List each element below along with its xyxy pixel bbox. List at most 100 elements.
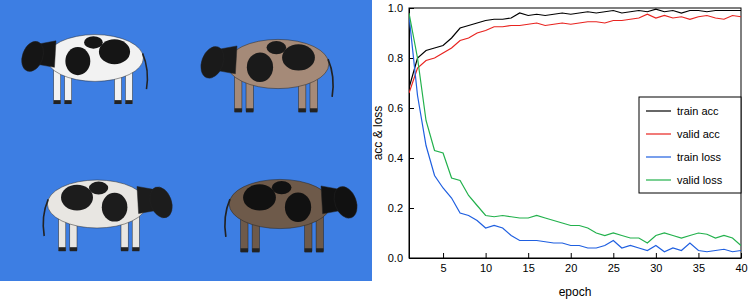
x-tick-label: 30 — [650, 262, 662, 274]
legend-label: train acc — [677, 105, 719, 117]
cow-head — [146, 184, 176, 221]
cow-hoof — [59, 247, 66, 251]
legend-swatch — [646, 110, 671, 111]
x-tick: 5 — [440, 253, 446, 274]
x-axis-line — [410, 258, 742, 259]
series-line — [409, 13, 741, 246]
x-axis-title: epoch — [559, 285, 592, 299]
x-tick: 10 — [480, 253, 492, 274]
cow — [197, 39, 333, 112]
x-tick-mark — [528, 253, 529, 258]
y-tick-label: 0.6 — [388, 102, 403, 114]
y-tick-label: 0.2 — [388, 202, 403, 214]
cow-hoof — [115, 100, 122, 104]
legend-swatch — [646, 179, 671, 180]
x-tick-label: 35 — [693, 262, 705, 274]
cow-spot — [282, 44, 315, 70]
x-tick-mark — [443, 253, 444, 258]
plot-frame — [409, 8, 741, 258]
legend-label: train loss — [677, 151, 722, 163]
cow-spot — [243, 184, 276, 210]
y-tick-label: 1.0 — [388, 2, 403, 14]
cow-tail — [328, 59, 333, 97]
cow-spot — [89, 182, 108, 195]
cow-spot — [272, 181, 292, 194]
cow-hoof — [125, 100, 132, 104]
photo-background — [0, 0, 372, 281]
y-tick-mark — [409, 108, 414, 109]
series-line — [409, 9, 741, 88]
y-tick: 0.8 — [388, 52, 414, 64]
cow-spot — [285, 193, 311, 223]
x-tick-label: 5 — [440, 262, 446, 274]
cow-tail — [225, 199, 230, 237]
chart: 5 10 15 20 25 30 35 40 0.0 0.2 0.4 0.6 0.8 1.0 epoch ac… — [371, 2, 748, 299]
legend-swatch — [646, 133, 671, 134]
cow-hoof — [310, 108, 317, 112]
cow-spot — [61, 185, 93, 211]
legend-swatch — [646, 156, 671, 157]
x-tick: 15 — [523, 253, 535, 274]
x-tick-mark — [698, 253, 699, 258]
x-tick-mark — [741, 253, 742, 258]
cow-spot — [247, 53, 273, 83]
y-axis: 0.0 0.2 0.4 0.6 0.8 1.0 — [388, 2, 414, 264]
series-line — [409, 14, 741, 93]
y-tick: 0.6 — [388, 102, 414, 114]
cow-spot — [267, 41, 287, 54]
cow-hoof — [132, 247, 139, 251]
cow-hoof — [54, 100, 61, 104]
x-tick-mark — [613, 253, 614, 258]
x-tick-mark — [486, 253, 487, 258]
cow-hoof — [235, 108, 242, 112]
x-tick-label: 20 — [565, 262, 577, 274]
y-axis-line — [409, 9, 410, 259]
cow-tail — [143, 53, 148, 89]
cow-body — [47, 180, 146, 228]
x-tick-mark — [656, 253, 657, 258]
cow-head — [197, 43, 228, 81]
y-axis-title: acc & loss — [371, 106, 385, 161]
cow-hoof — [252, 248, 259, 252]
cow-photo — [0, 0, 372, 281]
legend-label: valid acc — [677, 128, 720, 140]
cow-hoof — [316, 248, 323, 252]
cow-hoof — [241, 248, 248, 252]
cow-body — [227, 39, 329, 88]
x-tick: 35 — [693, 253, 705, 274]
cow-spot — [99, 39, 130, 64]
cow-hoof — [70, 247, 77, 251]
x-tick: 40 — [735, 253, 747, 274]
cow — [225, 179, 361, 252]
y-tick-label: 0.0 — [388, 252, 403, 264]
x-tick-label: 40 — [735, 262, 747, 274]
cow-spot — [84, 36, 103, 48]
x-tick-label: 15 — [523, 262, 535, 274]
y-tick-mark — [409, 8, 414, 9]
x-tick-mark — [571, 253, 572, 258]
legend: train acc valid acc train loss valid loss — [639, 97, 741, 193]
x-tick: 25 — [608, 253, 620, 274]
y-tick-label: 0.8 — [388, 52, 403, 64]
figure: 5 10 15 20 25 30 35 40 0.0 0.2 0.4 0.6 0.8 1.0 epoch ac… — [0, 0, 750, 303]
x-tick: 30 — [650, 253, 662, 274]
y-tick: 0.2 — [388, 202, 414, 214]
cow-spot — [65, 47, 90, 75]
x-tick-label: 25 — [608, 262, 620, 274]
x-tick: 20 — [565, 253, 577, 274]
series-line — [409, 16, 741, 252]
y-tick: 1.0 — [388, 2, 414, 14]
x-axis: 5 10 15 20 25 30 35 40 — [410, 253, 748, 274]
cow-hoof — [65, 100, 72, 104]
y-tick-mark — [409, 158, 414, 159]
legend-label: valid loss — [677, 174, 723, 186]
cow-tail — [43, 199, 48, 236]
x-tick-label: 10 — [480, 262, 492, 274]
y-tick-mark — [409, 258, 414, 259]
y-tick: 0.4 — [388, 152, 414, 164]
y-tick-label: 0.4 — [388, 152, 403, 164]
cow — [18, 35, 148, 104]
cow-hoof — [299, 108, 306, 112]
y-tick-mark — [409, 208, 414, 209]
cow-head — [18, 38, 48, 74]
